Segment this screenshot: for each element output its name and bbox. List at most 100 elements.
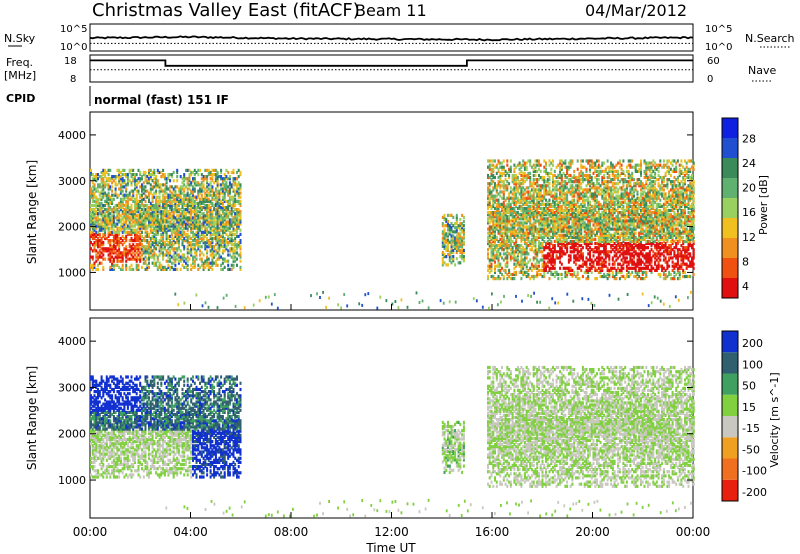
nave-tick-top: 60: [707, 56, 720, 67]
data-cell: [515, 223, 518, 227]
data-cell: [204, 259, 207, 263]
data-cell: [490, 225, 493, 229]
data-cell: [497, 208, 500, 213]
data-cell: [488, 229, 491, 233]
data-cell: [567, 268, 570, 272]
data-cell: [163, 197, 166, 201]
data-cell: [176, 168, 179, 172]
data-cell: [126, 193, 129, 197]
data-cell: [190, 251, 193, 255]
data-cell: [91, 193, 94, 197]
data-cell: [515, 182, 518, 186]
data-cell: [567, 217, 570, 221]
data-cell: [525, 178, 528, 182]
data-cell: [179, 255, 182, 259]
data-cell: [532, 188, 535, 192]
data-cell: [174, 267, 177, 271]
data-cell: [126, 173, 129, 177]
data-cell: [518, 213, 521, 217]
data-cell: [223, 208, 226, 212]
data-cell: [230, 255, 233, 259]
data-cell: [225, 175, 228, 179]
data-cell: [511, 252, 514, 256]
data-cell: [532, 231, 535, 235]
data-cell: [583, 194, 586, 198]
data-cell: [550, 266, 553, 270]
data-cell: [230, 232, 233, 236]
data-cell: [174, 203, 177, 208]
data-cell: [530, 223, 533, 227]
data-cell: [585, 239, 588, 244]
data-cell: [530, 229, 533, 233]
data-cell: [116, 243, 119, 247]
data-cell: [494, 165, 496, 169]
data-cell: [580, 182, 583, 186]
data-cell: [123, 253, 126, 257]
data-cell: [195, 181, 198, 185]
data-cell: [545, 202, 547, 206]
data-cell: [132, 168, 135, 172]
data-cell: [559, 266, 562, 270]
data-cell: [538, 221, 540, 225]
data-cell: [522, 173, 525, 178]
data-cell: [153, 239, 156, 243]
data-cell: [527, 294, 529, 297]
data-cell: [162, 210, 165, 214]
data-cell: [167, 265, 170, 269]
data-cell: [583, 225, 586, 229]
data-cell: [513, 221, 516, 225]
data-cell: [119, 220, 122, 224]
data-cell: [153, 216, 156, 220]
data-cell: [569, 217, 572, 221]
data-cell: [172, 199, 175, 203]
data-cell: [495, 204, 498, 208]
data-cell: [146, 212, 149, 216]
data-cell: [218, 257, 221, 261]
data-cell: [441, 236, 444, 240]
data-cell: [98, 255, 101, 259]
data-cell: [457, 246, 460, 250]
data-cell: [169, 185, 172, 189]
data-cell: [230, 224, 233, 228]
data-cell: [490, 163, 493, 167]
data-cell: [589, 241, 591, 246]
data-cell: [545, 231, 547, 235]
data-cell: [183, 301, 186, 305]
data-cell: [234, 177, 237, 181]
data-cell: [530, 264, 533, 268]
data-cell: [501, 272, 503, 277]
data-cell: [183, 212, 186, 216]
data-cell: [190, 191, 193, 195]
data-cell: [151, 193, 154, 197]
data-cell: [520, 250, 523, 254]
data-cell: [581, 239, 584, 244]
data-cell: [447, 228, 449, 232]
data-cell: [167, 216, 170, 220]
data-cell: [200, 181, 203, 185]
data-cell: [213, 173, 216, 177]
data-cell: [534, 159, 537, 163]
data-cell: [200, 197, 203, 201]
data-cell: [487, 256, 489, 260]
data-cell: [538, 204, 540, 208]
data-cell: [385, 299, 388, 303]
data-cell: [569, 204, 572, 208]
data-cell: [576, 252, 579, 256]
data-cell: [214, 201, 217, 205]
data-cell: [165, 218, 168, 222]
data-cell: [552, 204, 554, 208]
data-cell: [492, 244, 495, 248]
data-cell: [583, 178, 586, 182]
data-cell: [557, 206, 560, 211]
data-cell: [532, 163, 535, 167]
data-cell: [91, 257, 94, 261]
data-cell: [116, 214, 119, 218]
data-cell: [572, 299, 575, 303]
data-cell: [169, 179, 172, 183]
data-cell: [137, 249, 140, 253]
data-cell: [151, 241, 154, 245]
data-cell: [592, 264, 595, 268]
data-cell: [459, 224, 462, 228]
nsky-label: N.Sky: [4, 32, 36, 45]
data-cell: [527, 192, 530, 196]
